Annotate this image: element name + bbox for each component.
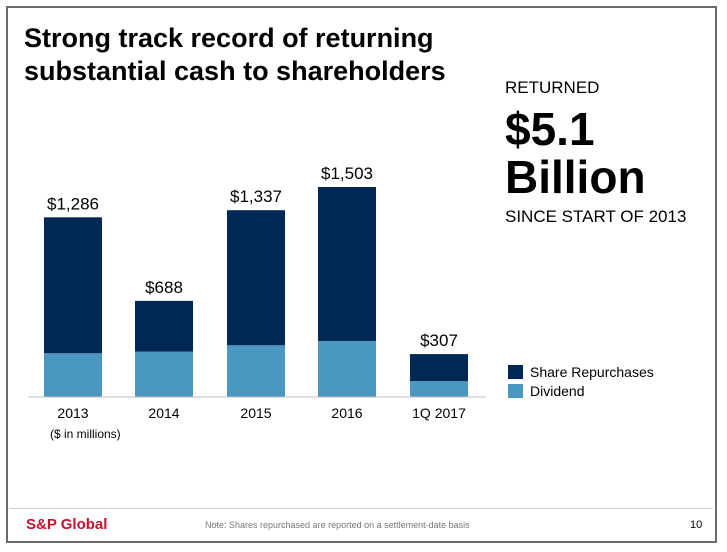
slide-title: Strong track record of returning substan… [24, 23, 446, 86]
legend-swatch-dividend [508, 383, 523, 398]
category-label-2: 2015 [240, 405, 271, 421]
legend-label-share-repurchases: Share Repurchases [530, 363, 654, 380]
total-label-2: $1,337 [230, 187, 282, 206]
bar-share-repurchases-1 [135, 300, 193, 352]
returned-amount: $5.1 [505, 103, 595, 155]
total-label-3: $1,503 [321, 164, 373, 183]
bar-dividend-0 [44, 353, 102, 397]
returned-amount-unit: Billion [505, 151, 646, 203]
footnote: Note: Shares repurchased are reported on… [205, 520, 470, 530]
bar-share-repurchases-2 [227, 210, 285, 346]
total-label-1: $688 [145, 278, 183, 297]
bar-dividend-2 [227, 345, 285, 397]
total-label-4: $307 [420, 331, 458, 350]
category-label-0: 2013 [57, 405, 88, 421]
category-label-3: 2016 [331, 405, 362, 421]
bar-dividend-3 [318, 340, 376, 397]
category-label-1: 2014 [148, 405, 179, 421]
bar-dividend-4 [410, 381, 468, 397]
bar-share-repurchases-0 [44, 217, 102, 354]
legend-label-dividend: Dividend [530, 382, 585, 399]
footer-divider [10, 508, 713, 509]
legend-item-share-repurchases: Share Repurchases [508, 362, 654, 381]
bars-group [44, 187, 468, 397]
units-note: ($ in millions) [50, 427, 121, 441]
since-label: SINCE START OF 2013 [505, 207, 687, 226]
page-number: 10 [690, 519, 703, 531]
legend-item-dividend: Dividend [508, 381, 654, 400]
bar-share-repurchases-4 [410, 354, 468, 382]
legend-swatch-share-repurchases [508, 364, 523, 379]
bar-share-repurchases-3 [318, 187, 376, 341]
brand-logo-text: S&P Global [26, 516, 108, 533]
category-label-4: 1Q 2017 [412, 405, 466, 421]
returned-label: RETURNED [505, 78, 600, 97]
total-label-0: $1,286 [47, 194, 99, 213]
bar-dividend-1 [135, 351, 193, 397]
labels-group: $1,286 2013 $688 2014 $1,337 2015 $1,503 2016 $3… [47, 164, 466, 421]
legend: Share Repurchases Dividend [508, 362, 654, 400]
